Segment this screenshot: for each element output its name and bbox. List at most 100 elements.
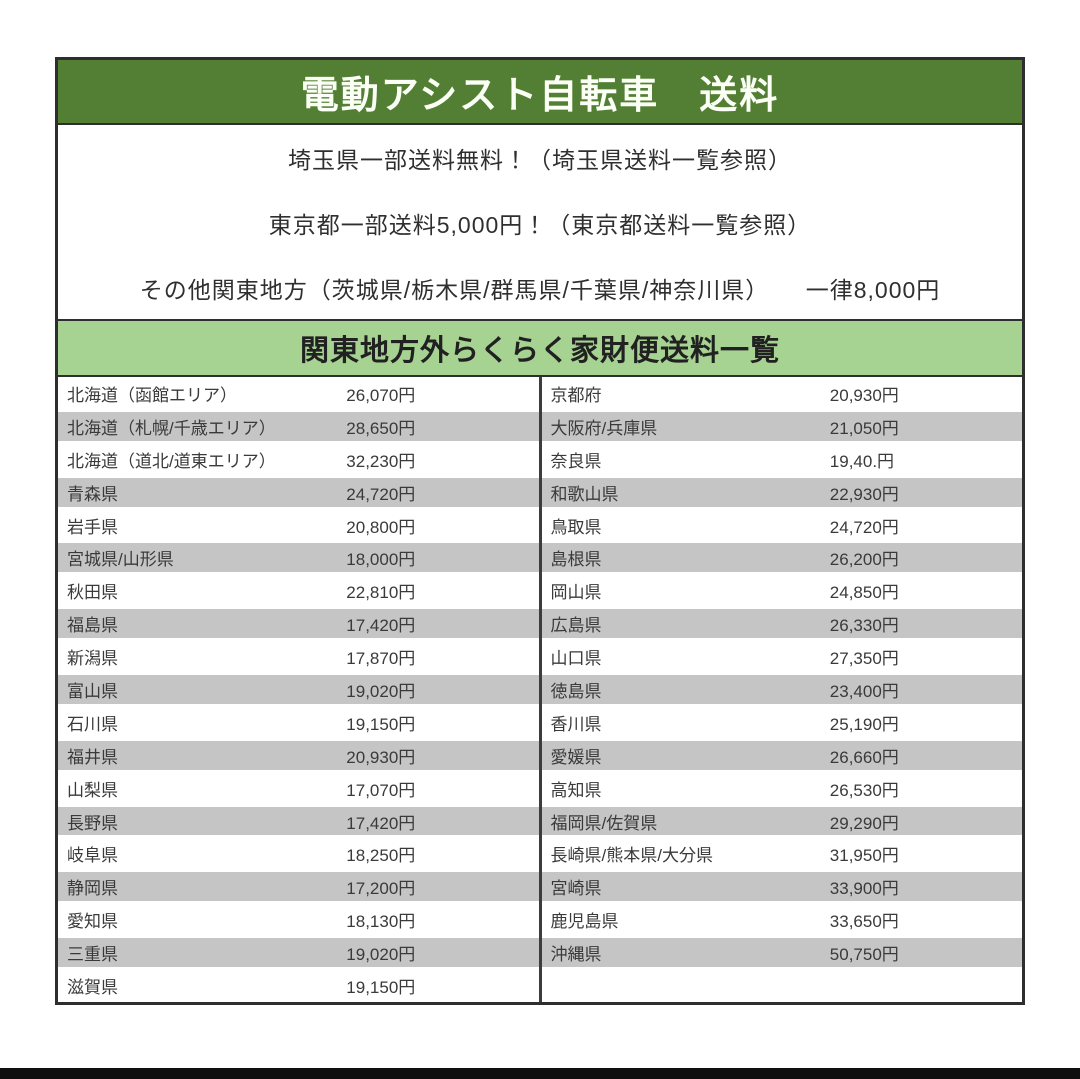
fee-value: 28,650円 xyxy=(346,418,416,438)
table-row: 岐阜県 18,250円 xyxy=(58,837,539,871)
region-name: 秋田県 xyxy=(67,583,118,603)
table-row: 秋田県 22,810円 xyxy=(58,574,539,608)
table-row: 山梨県 17,070円 xyxy=(58,771,539,805)
region-name: 長崎県/熊本県/大分県 xyxy=(550,846,713,866)
fee-value: 26,530円 xyxy=(829,780,899,800)
table-row: 沖縄県 50,750円 xyxy=(541,936,1022,970)
region-name: 宮城県/山形県 xyxy=(67,550,174,570)
table-row: 香川県 25,190円 xyxy=(541,705,1022,739)
bottom-black-bar xyxy=(0,1068,1080,1079)
fee-value: 29,290円 xyxy=(829,813,899,833)
region-name: 岩手県 xyxy=(67,517,118,537)
region-name: 宮崎県 xyxy=(550,879,602,899)
fee-value: 21,050円 xyxy=(829,418,899,438)
table-row: 愛媛県 26,660円 xyxy=(541,738,1022,772)
page-title: 電動アシスト自転車 送料 xyxy=(300,75,780,117)
region-name: 山梨県 xyxy=(67,780,118,800)
region-name: 鹿児島県 xyxy=(550,912,619,932)
table-row: 北海道（札幌/千歳エリア） 28,650円 xyxy=(58,409,539,443)
fee-value: 17,200円 xyxy=(346,879,416,899)
region-name: 北海道（函館エリア） xyxy=(67,385,237,405)
table-row: 岩手県 20,800円 xyxy=(58,508,539,542)
table-row: 長野県 17,420円 xyxy=(58,804,539,838)
region-name: 高知県 xyxy=(550,780,602,800)
table-row: 福井県 20,930円 xyxy=(58,738,539,772)
table-title: 関東地方外らくらく家財便送料一覧 xyxy=(299,335,780,367)
table-row: 新潟県 17,870円 xyxy=(58,640,539,674)
fee-value: 19,020円 xyxy=(346,945,416,965)
table-row: 大阪府/兵庫県 21,050円 xyxy=(541,409,1022,443)
region-name: 香川県 xyxy=(550,714,602,734)
region-name: 青森県 xyxy=(67,484,118,504)
fee-value: 18,000円 xyxy=(346,550,416,570)
table-row: 三重県 19,020円 xyxy=(58,936,539,970)
notes-section: 埼玉県一部送料無料！（埼玉県送料一覧参照） 東京都一部送料5,000円！（東京都… xyxy=(58,125,1022,319)
fee-value: 20,930円 xyxy=(346,747,416,767)
table-row: 北海道（道北/道東エリア） 32,230円 xyxy=(58,442,539,476)
fee-value: 23,400円 xyxy=(829,681,899,701)
table-row: 高知県 26,530円 xyxy=(541,771,1022,805)
region-name: 滋賀県 xyxy=(67,977,118,997)
region-name: 長野県 xyxy=(67,813,118,833)
table-row: 長崎県/熊本県/大分県 31,950円 xyxy=(541,837,1022,871)
table-row: 福岡県/佐賀県 29,290円 xyxy=(541,804,1022,838)
fee-value: 24,720円 xyxy=(346,484,416,504)
content-frame: 電動アシスト自転車 送料 埼玉県一部送料無料！（埼玉県送料一覧参照） 東京都一部… xyxy=(55,57,1025,1005)
fee-value: 18,250円 xyxy=(346,846,416,866)
fee-value: 19,150円 xyxy=(346,977,416,997)
fee-value: 19,020円 xyxy=(346,681,416,701)
region-name: 愛知県 xyxy=(67,912,118,932)
fee-value: 26,330円 xyxy=(829,616,899,636)
fee-value: 50,750円 xyxy=(829,945,899,965)
table-row: 和歌山県 22,930円 xyxy=(541,475,1022,509)
fee-value: 20,800円 xyxy=(346,517,416,537)
fee-value: 17,420円 xyxy=(346,616,416,636)
fee-value: 22,930円 xyxy=(829,484,899,504)
region-name: 岡山県 xyxy=(550,583,602,603)
region-name: 静岡県 xyxy=(67,879,118,899)
table-row: 徳島県 23,400円 xyxy=(541,673,1022,706)
fee-value: 24,850円 xyxy=(829,583,899,603)
region-name: 広島県 xyxy=(550,616,602,636)
fee-value: 25,190円 xyxy=(829,714,899,734)
shipping-fee-table: 北海道（函館エリア） 26,070円 北海道（札幌/千歳エリア） 28,650円 北海道… xyxy=(58,377,1022,1002)
region-name: 島根県 xyxy=(550,550,602,570)
table-row: 石川県 19,150円 xyxy=(58,705,539,739)
fee-value: 19,150円 xyxy=(346,714,416,734)
region-name: 大阪府/兵庫県 xyxy=(550,418,658,438)
table-row: 岡山県 24,850円 xyxy=(541,574,1022,608)
table-row: 青森県 24,720円 xyxy=(58,475,539,509)
table-row: 滋賀県 19,150円 xyxy=(58,969,539,1002)
fee-value: 17,070円 xyxy=(346,780,416,800)
fee-value: 17,420円 xyxy=(346,813,416,833)
table-row: 島根県 26,200円 xyxy=(541,541,1022,575)
fee-value: 22,810円 xyxy=(346,583,416,603)
table-row xyxy=(541,969,1022,1002)
table-column-left: 北海道（函館エリア） 26,070円 北海道（札幌/千歳エリア） 28,650円 北海道… xyxy=(58,377,539,1002)
region-name: 福井県 xyxy=(67,747,118,767)
region-name: 奈良県 xyxy=(550,451,602,471)
fee-value: 24,720円 xyxy=(829,517,899,537)
table-row: 京都府 20,930円 xyxy=(541,377,1022,410)
table-row: 富山県 19,020円 xyxy=(58,673,539,706)
note-saitama: 埼玉県一部送料無料！（埼玉県送料一覧参照） xyxy=(288,147,792,173)
fee-value: 33,900円 xyxy=(829,879,899,899)
page-title-bar: 電動アシスト自転車 送料 xyxy=(58,60,1022,125)
table-row: 北海道（函館エリア） 26,070円 xyxy=(58,377,539,410)
region-name: 愛媛県 xyxy=(550,747,602,767)
region-name: 三重県 xyxy=(67,945,118,965)
region-name: 石川県 xyxy=(67,714,118,734)
table-row: 静岡県 17,200円 xyxy=(58,870,539,904)
fee-value: 31,950円 xyxy=(829,846,899,866)
table-row: 宮城県/山形県 18,000円 xyxy=(58,541,539,575)
region-name: 富山県 xyxy=(67,681,118,701)
table-row: 福島県 17,420円 xyxy=(58,607,539,641)
table-row: 奈良県 19,40.円 xyxy=(541,442,1022,476)
region-name: 鳥取県 xyxy=(550,517,602,537)
fee-value: 20,930円 xyxy=(829,385,899,405)
table-row: 宮崎県 33,900円 xyxy=(541,870,1022,904)
region-name: 京都府 xyxy=(550,385,602,405)
table-row: 広島県 26,330円 xyxy=(541,607,1022,641)
fee-value: 17,870円 xyxy=(346,649,416,669)
